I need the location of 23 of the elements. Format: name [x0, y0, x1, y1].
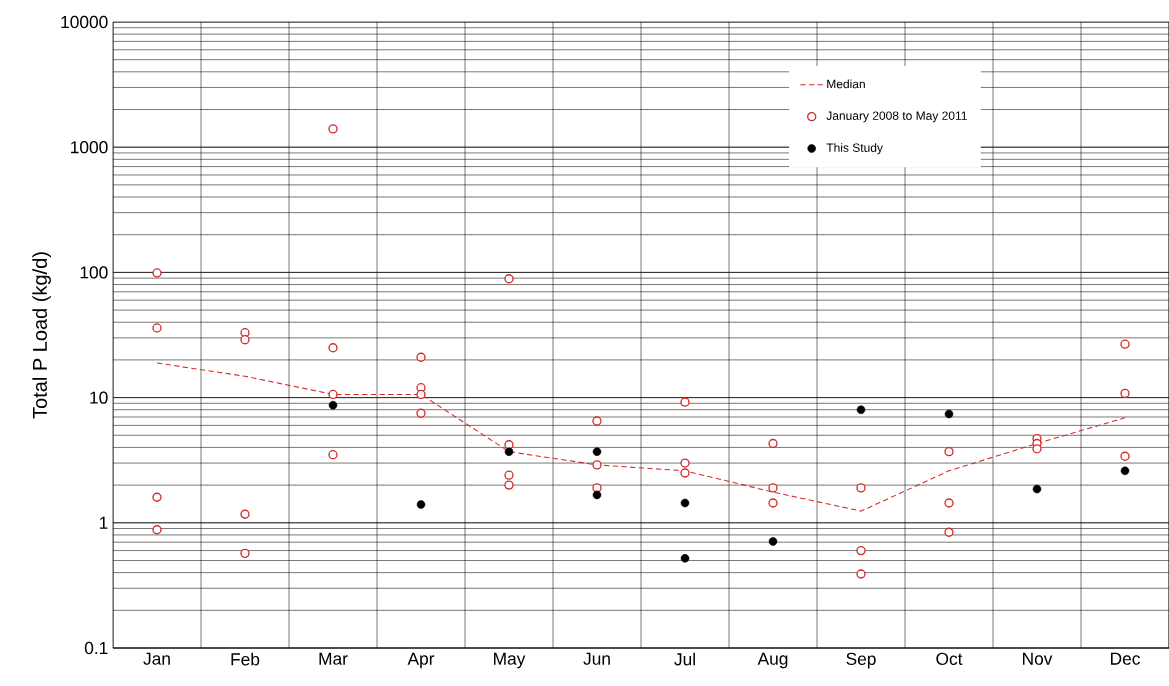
x-tick-label: Apr — [407, 652, 435, 669]
x-tick-label: Sep — [846, 652, 876, 669]
x-tick-label: Dec — [1111, 652, 1140, 665]
x-tick-label: Nov — [1023, 652, 1053, 665]
x-tick-label: Jun — [583, 652, 610, 665]
x-tick-label: Feb — [231, 652, 260, 666]
legend-label: January 2008 to May 2011 — [826, 111, 967, 123]
line-series — [156, 362, 1126, 512]
x-tick-label: Mar — [319, 652, 348, 665]
legend-label: Median — [827, 79, 865, 89]
x-tick-label: Aug — [757, 652, 788, 669]
y-axis-title: Total P Load (kg/d) — [32, 252, 51, 419]
y-tick-label: 10000 — [61, 15, 108, 29]
y-tick-label: 1 — [99, 516, 108, 529]
x-tick-label: Oct — [936, 652, 963, 665]
y-tick-label: 10 — [90, 391, 108, 404]
x-tick-label: Jan — [143, 652, 170, 665]
y-tick-label: 0.1 — [84, 641, 108, 655]
x-tick-label: May — [494, 652, 526, 669]
x-tick-label: Jul — [674, 652, 695, 666]
y-tick-label: 1000 — [71, 141, 108, 154]
y-tick-label: 100 — [80, 266, 108, 279]
legend-label: This Study — [826, 143, 883, 155]
